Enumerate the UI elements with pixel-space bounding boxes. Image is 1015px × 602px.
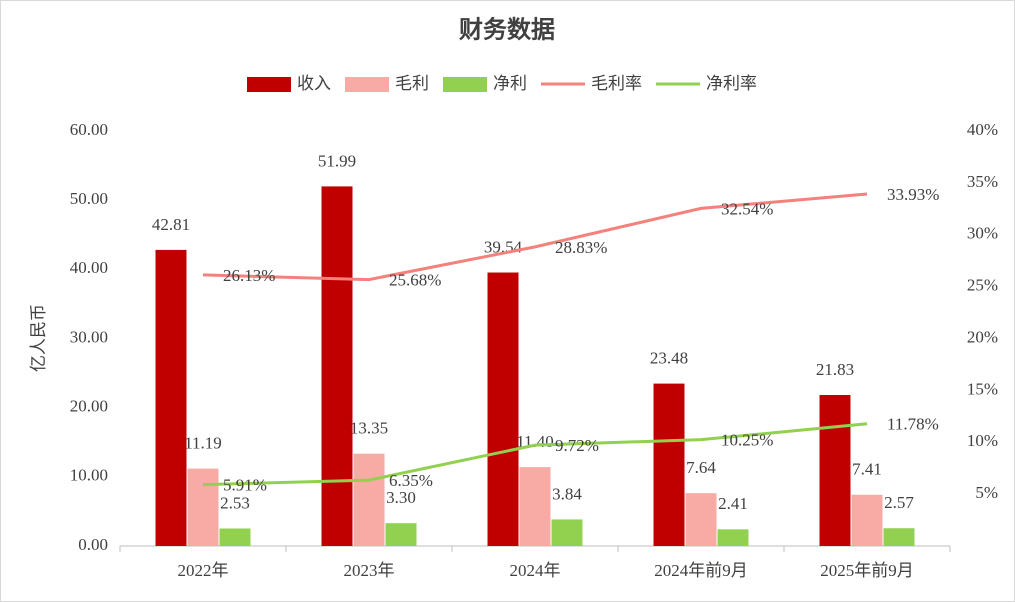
chart-title: 财务数据 — [459, 16, 555, 44]
bar-value-label: 23.48 — [650, 349, 688, 368]
y2-tick-label: 25% — [967, 276, 998, 295]
bar-value-label: 7.64 — [686, 458, 716, 477]
bar — [219, 528, 251, 546]
y-tick-label: 40.00 — [70, 258, 108, 277]
y-axis-label: 亿人民币 — [29, 304, 48, 372]
legend-swatch — [345, 77, 389, 92]
x-tick-label: 2022年 — [178, 561, 229, 580]
y2-tick-label: 35% — [967, 172, 998, 191]
bar-value-label: 7.41 — [852, 460, 882, 479]
y-tick-label: 20.00 — [70, 397, 108, 416]
bar — [321, 186, 353, 546]
y-tick-label: 50.00 — [70, 189, 108, 208]
x-tick-label: 2024年前9月 — [654, 561, 748, 580]
bar — [819, 395, 851, 546]
bar-value-label: 2.41 — [718, 494, 748, 513]
bar-value-label: 2.57 — [884, 493, 914, 512]
legend-label: 毛利率 — [591, 74, 642, 93]
bar — [653, 383, 685, 546]
line-value-label: 33.93% — [887, 185, 939, 204]
bar — [851, 494, 883, 546]
bar-value-label: 42.81 — [152, 215, 190, 234]
line — [202, 192, 868, 282]
line-value-label: 26.13% — [223, 266, 275, 285]
legend-label: 收入 — [297, 74, 331, 93]
bar — [519, 467, 551, 546]
bar-value-label: 13.35 — [350, 419, 388, 438]
x-tick-label: 2025年前9月 — [820, 561, 914, 580]
bar — [551, 519, 583, 546]
legend-label: 毛利 — [395, 74, 429, 93]
y2-tick-label: 30% — [967, 224, 998, 243]
y2-tick-label: 20% — [967, 327, 998, 346]
bar-value-label: 51.99 — [318, 151, 356, 170]
bar-value-label: 3.84 — [552, 484, 582, 503]
y2-tick-label: 15% — [967, 379, 998, 398]
line-value-label: 5.91% — [223, 476, 267, 495]
bar — [685, 493, 717, 546]
bar — [155, 249, 187, 546]
legend-swatch — [247, 77, 291, 92]
line — [202, 422, 868, 487]
x-tick-label: 2024年 — [510, 561, 561, 580]
legend-swatch — [443, 77, 487, 92]
y2-tick-label: 40% — [967, 120, 998, 139]
bar — [487, 272, 519, 546]
y-tick-label: 0.00 — [78, 535, 108, 554]
line-value-label: 25.68% — [389, 270, 441, 289]
y-tick-label: 60.00 — [70, 120, 108, 139]
legend-label: 净利 — [493, 74, 527, 93]
y-tick-label: 10.00 — [70, 466, 108, 485]
bar — [717, 529, 749, 546]
bar-value-label: 3.30 — [386, 488, 416, 507]
line-value-label: 6.35% — [389, 471, 433, 490]
bar-value-label: 21.83 — [816, 360, 854, 379]
line-value-label: 32.54% — [721, 199, 773, 218]
y2-tick-label: 10% — [967, 431, 998, 450]
bar — [353, 453, 385, 546]
bar-value-label: 2.53 — [220, 493, 250, 512]
y-tick-label: 30.00 — [70, 327, 108, 346]
bar — [385, 523, 417, 546]
legend-label: 净利率 — [706, 74, 757, 93]
bar-value-label: 11.19 — [184, 434, 222, 453]
bar — [187, 468, 219, 546]
line-value-label: 10.25% — [721, 431, 773, 450]
bar — [883, 528, 915, 546]
x-tick-label: 2023年 — [344, 561, 395, 580]
y2-tick-label: 5% — [975, 483, 998, 502]
line-value-label: 9.72% — [555, 436, 599, 455]
line-value-label: 11.78% — [887, 415, 939, 434]
line-value-label: 28.83% — [555, 238, 607, 257]
